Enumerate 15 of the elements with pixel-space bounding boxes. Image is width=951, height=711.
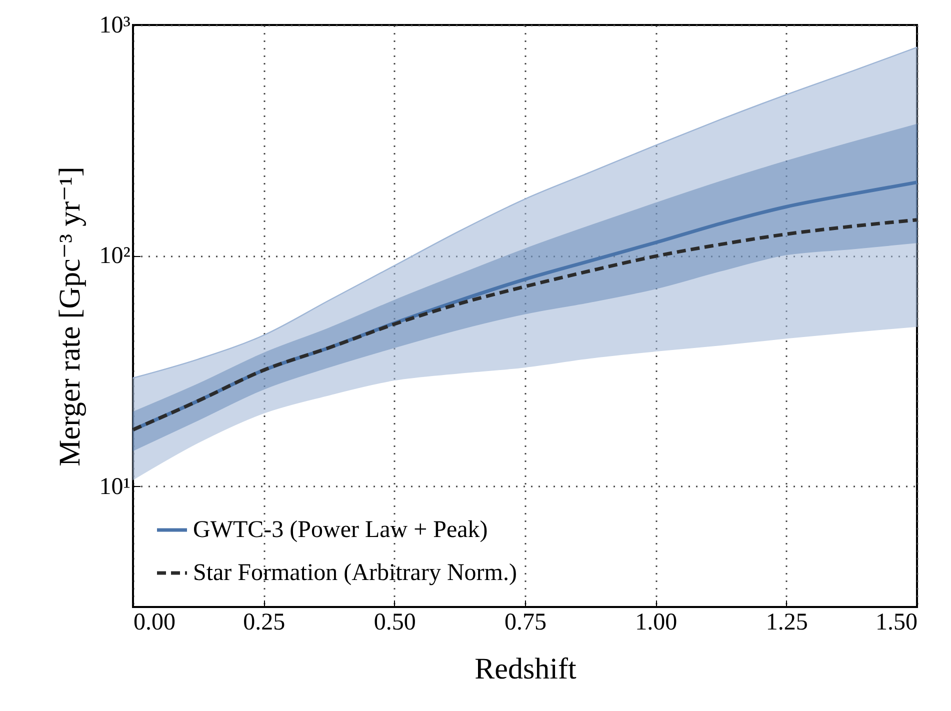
- y-tick-label: 10³: [99, 12, 130, 38]
- x-tick-label: 0.00: [134, 610, 176, 636]
- x-tick-label: 0.25: [243, 610, 286, 636]
- x-tick-label: 0.75: [504, 610, 546, 636]
- x-tick-label: 1.25: [766, 610, 808, 636]
- line-series: [132, 46, 918, 379]
- legend-label: GWTC-3 (Power Law + Peak): [193, 517, 488, 543]
- x-tick-label: 1.00: [635, 610, 678, 636]
- y-axis-title: Merger rate [Gpc⁻³ yr⁻¹]: [53, 166, 86, 466]
- x-tick-label: 1.50: [876, 610, 918, 636]
- x-tick-label: 0.50: [374, 610, 416, 636]
- legend-label: Star Formation (Arbitrary Norm.): [193, 560, 517, 586]
- y-tick-label: 10¹: [99, 474, 130, 500]
- x-axis-title: Redshift: [474, 652, 577, 686]
- y-tick-label: 10²: [99, 243, 130, 270]
